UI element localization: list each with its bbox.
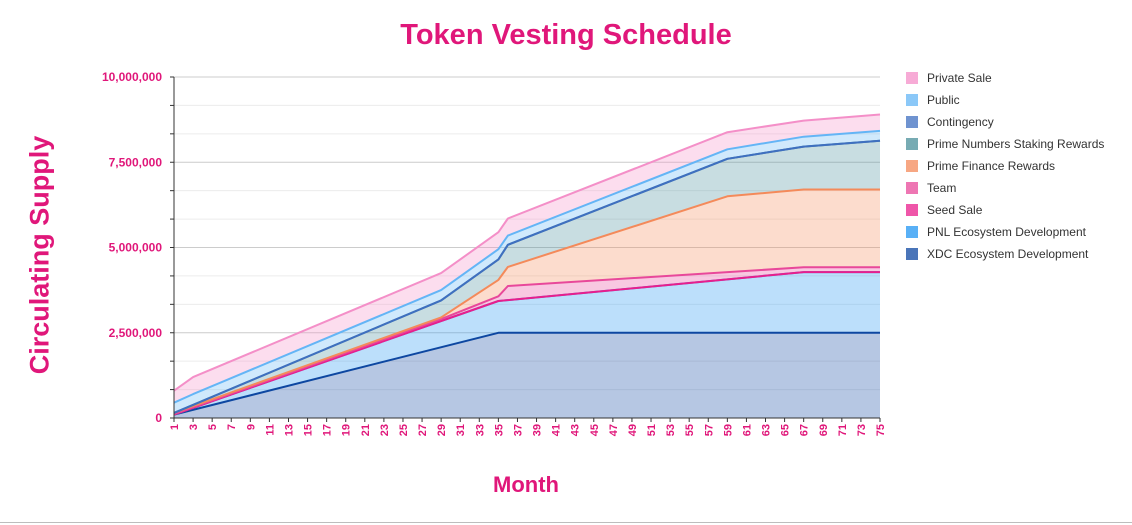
x-tick-label: 7 (226, 424, 238, 430)
x-tick-label: 33 (474, 424, 486, 436)
x-tick-label: 65 (780, 424, 792, 436)
area-team (174, 267, 880, 415)
legend-label: Team (927, 181, 957, 195)
legend-label: Seed Sale (927, 203, 983, 217)
legend-item-contingency[interactable]: Contingency (906, 111, 1104, 133)
y-tick-label: 0 (155, 411, 162, 425)
x-tick-label: 73 (856, 424, 868, 436)
x-tick-label: 47 (608, 424, 620, 436)
y-tick-label: 5,000,000 (109, 241, 163, 255)
x-tick-label: 15 (303, 424, 315, 436)
line-xdc-ecosystem-development (173, 331, 880, 416)
legend-swatch (906, 116, 918, 128)
chart-title: Token Vesting Schedule (400, 19, 732, 51)
area-prime-finance-rewards (174, 189, 880, 414)
x-tick-label: 57 (703, 424, 715, 436)
series-lines (173, 113, 881, 416)
x-tick-label: 61 (741, 424, 753, 436)
line-team (173, 266, 880, 415)
line-contingency (173, 139, 881, 414)
x-tick-label: 67 (799, 424, 811, 436)
x-tick-label: 37 (512, 424, 524, 436)
legend-item-team[interactable]: Team (906, 177, 1104, 199)
x-tick-label: 45 (589, 424, 601, 436)
gridlines (174, 76, 880, 391)
area-pnl-ecosystem-development (174, 272, 880, 415)
legend-item-xdc-ecosystem-development[interactable]: XDC Ecosystem Development (906, 243, 1104, 265)
x-tick-label: 3 (188, 424, 200, 430)
x-tick-label: 21 (360, 424, 372, 436)
y-tick-label: 7,500,000 (109, 155, 163, 169)
legend-label: PNL Ecosystem Development (927, 225, 1086, 239)
area-prime-numbers-staking-rewards (174, 140, 880, 413)
x-tick-label: 13 (283, 424, 295, 436)
x-axis-title: Month (493, 472, 559, 497)
x-tick-label: 25 (398, 424, 410, 436)
legend: Private Sale Public Contingency Prime Numbe… (906, 67, 1104, 265)
x-tick-label: 27 (417, 424, 429, 436)
x-tick-label: 1 (169, 424, 181, 430)
line-seed-sale (173, 271, 880, 416)
legend-swatch (906, 138, 918, 150)
legend-item-pnl-ecosystem-development[interactable]: PNL Ecosystem Development (906, 221, 1104, 243)
x-tick-label: 69 (818, 424, 830, 436)
divider (0, 522, 1132, 523)
legend-item-prime-finance-rewards[interactable]: Prime Finance Rewards (906, 155, 1104, 177)
line-public (173, 129, 881, 404)
x-tick-label: 5 (207, 424, 219, 430)
x-tick-label: 49 (627, 424, 639, 436)
x-tick-label: 75 (875, 424, 887, 436)
legend-label: Public (927, 93, 960, 107)
x-tick-label: 41 (551, 424, 563, 436)
x-tick-label: 59 (722, 424, 734, 436)
line-private-sale (173, 113, 881, 392)
legend-swatch (906, 204, 918, 216)
x-tick-label: 9 (245, 424, 257, 430)
legend-label: Contingency (927, 115, 994, 129)
y-tick-label: 10,000,000 (102, 70, 162, 84)
x-tick-label: 35 (493, 424, 505, 436)
legend-item-public[interactable]: Public (906, 89, 1104, 111)
x-tick-label: 19 (341, 424, 353, 436)
legend-label: Prime Finance Rewards (927, 159, 1056, 173)
legend-item-prime-numbers-staking-rewards[interactable]: Prime Numbers Staking Rewards (906, 133, 1104, 155)
series-areas (174, 114, 880, 418)
x-tick-label: 29 (436, 424, 448, 436)
x-tick-label: 31 (455, 424, 467, 436)
legend-label: Prime Numbers Staking Rewards (927, 137, 1105, 151)
legend-swatch (906, 94, 918, 106)
x-tick-label: 23 (379, 424, 391, 436)
line-prime-finance-rewards (173, 188, 880, 414)
x-tick-label: 11 (264, 424, 276, 436)
legend-swatch (906, 226, 918, 238)
y-tick-label: 2,500,000 (109, 326, 163, 340)
legend-item-seed-sale[interactable]: Seed Sale (906, 199, 1104, 221)
x-tick-label: 17 (322, 424, 334, 436)
legend-label: XDC Ecosystem Development (927, 247, 1089, 261)
x-tick-label: 55 (684, 424, 696, 436)
x-tick-label: 71 (837, 424, 849, 436)
x-tick-label: 63 (761, 424, 773, 436)
legend-item-private-sale[interactable]: Private Sale (906, 67, 1104, 89)
x-tick-label: 43 (570, 424, 582, 436)
legend-swatch (906, 182, 918, 194)
area-xdc-ecosystem-development (174, 332, 880, 418)
x-tick-label: 39 (532, 424, 544, 436)
legend-swatch (906, 160, 918, 172)
legend-swatch (906, 248, 918, 260)
x-tick-label: 51 (646, 424, 658, 436)
x-tick-label: 53 (665, 424, 677, 436)
legend-swatch (906, 72, 918, 84)
legend-label: Private Sale (927, 71, 992, 85)
